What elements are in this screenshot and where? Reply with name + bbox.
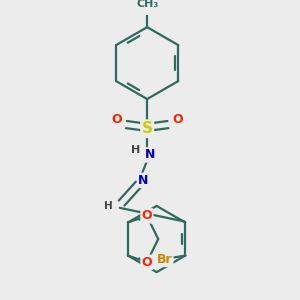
Text: O: O [142,256,152,269]
Text: S: S [142,121,153,136]
Text: O: O [142,209,152,222]
Text: H: H [104,201,113,211]
Text: H: H [131,145,140,155]
Text: N: N [138,174,148,187]
Text: O: O [172,113,183,126]
Text: Br: Br [157,253,172,266]
Text: CH₃: CH₃ [136,0,158,10]
Text: N: N [145,148,155,161]
Text: O: O [112,113,122,126]
